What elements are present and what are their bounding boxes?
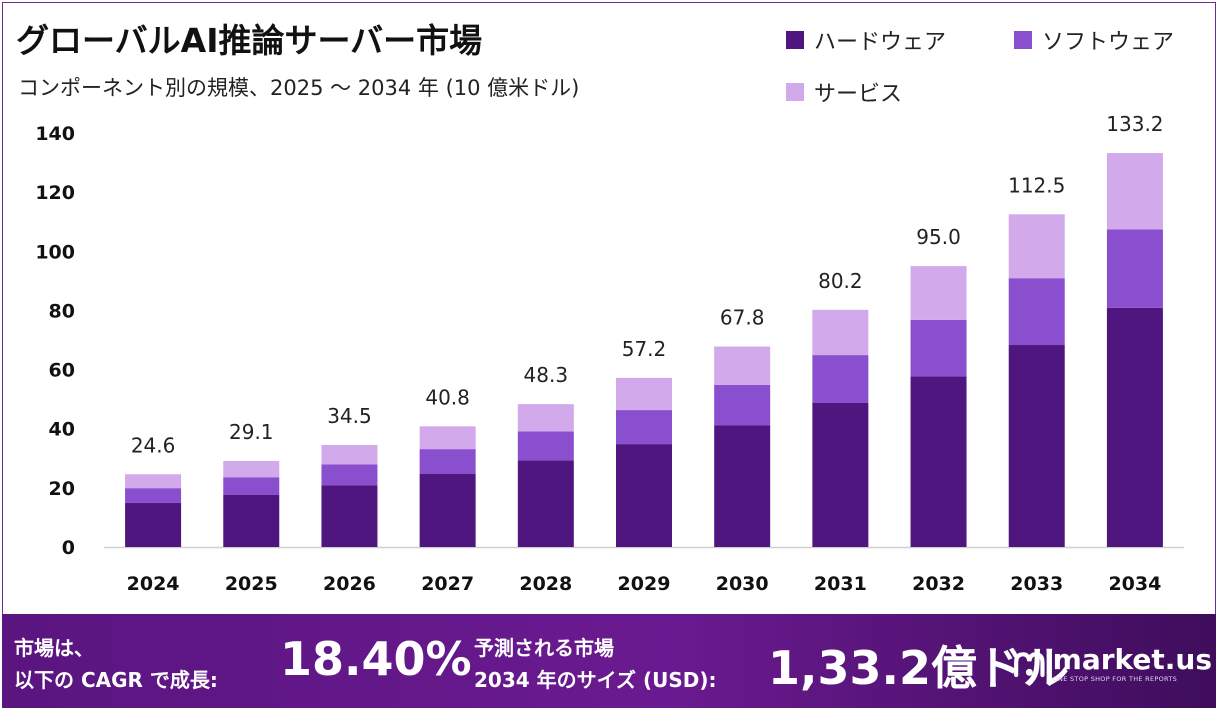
x-tick-label: 2028 (519, 573, 572, 595)
bar-segment-hardware (517, 460, 574, 547)
y-tick-label: 80 (49, 300, 75, 322)
bar-total-label: 133.2 (1106, 112, 1163, 136)
footer-market-line2: 以下の CAGR で成長: (14, 668, 218, 692)
bar-segment-hardware (125, 502, 182, 547)
x-tick-label: 2033 (1010, 573, 1063, 595)
legend-label-services: サービス (814, 82, 903, 107)
legend-item-hardware: ハードウェア (786, 24, 946, 56)
x-tick-label: 2030 (716, 573, 769, 595)
bar-total-label: 48.3 (524, 363, 569, 387)
bar-segment-software (812, 355, 869, 403)
footer-forecast-line1: 予測される市場 (474, 636, 614, 660)
bar-segment-hardware (812, 402, 869, 547)
brand-tagline: ONE STOP SHOP FOR THE REPORTS (1052, 675, 1178, 683)
market-size-value: 1,33.2億ドル (768, 641, 1069, 695)
x-tick-label: 2024 (127, 573, 180, 595)
y-tick-label: 0 (62, 537, 75, 559)
bar-segment-services (616, 377, 672, 411)
bar-segment-services (419, 426, 476, 450)
footer-market-line1: 市場は、 (14, 636, 94, 660)
y-tick-label: 60 (49, 360, 75, 382)
bar-segment-hardware (1106, 307, 1163, 547)
footer-banner: 市場は、 以下の CAGR で成長: 18.40% 予測される市場 2034 年… (2, 614, 1216, 708)
bar-total-label: 57.2 (622, 337, 667, 361)
bar-segment-software (419, 449, 476, 474)
bar-segment-software (910, 319, 967, 377)
bar-segment-services (1106, 153, 1163, 230)
bar-total-label: 40.8 (425, 385, 470, 409)
bar-segment-services (321, 444, 378, 465)
bar-segment-software (1106, 229, 1163, 308)
legend-item-software: ソフトウェア (1014, 24, 1174, 56)
x-tick-label: 2025 (225, 573, 278, 595)
bar-segment-services (1008, 214, 1065, 279)
bar-segment-hardware (321, 485, 378, 547)
bar-total-label: 67.8 (720, 306, 765, 330)
legend-swatch-services (786, 83, 804, 101)
bar-segment-software (321, 464, 378, 486)
x-tick-label: 2027 (421, 573, 474, 595)
bar-segment-services (714, 346, 771, 385)
brand-name: market.us (1052, 643, 1212, 676)
bar-total-label: 112.5 (1008, 173, 1065, 197)
y-tick-label: 20 (49, 478, 75, 500)
x-tick-label: 2026 (323, 573, 376, 595)
bar-total-label: 95.0 (916, 225, 961, 249)
bar-segment-services (517, 404, 574, 432)
bar-segment-services (125, 474, 182, 489)
bar-segment-hardware (419, 473, 476, 547)
brand-logo: market.us ONE STOP SHOP FOR THE REPORTS (1012, 634, 1212, 694)
legend-label-software: ソフトウェア (1042, 30, 1175, 55)
x-tick-label: 2034 (1108, 573, 1161, 595)
bar-segment-hardware (223, 494, 280, 547)
chart-subtitle: コンポーネント別の規模、2025 〜 2034 年 (10 億米ドル) (18, 76, 580, 100)
y-tick-label: 120 (35, 182, 75, 204)
y-tick-label: 40 (49, 419, 75, 441)
bar-segment-services (223, 460, 280, 478)
y-tick-label: 100 (35, 241, 75, 263)
bar-segment-software (1008, 278, 1065, 346)
bar-segment-software (616, 410, 672, 445)
bar-segment-services (910, 266, 967, 320)
bar-total-label: 80.2 (818, 269, 863, 293)
market-us-logo-icon (1014, 652, 1045, 678)
bar-segment-services (812, 309, 869, 356)
x-tick-label: 2031 (814, 573, 867, 595)
legend-item-services: サービス (786, 76, 902, 108)
bar-total-label: 34.5 (327, 404, 372, 428)
x-tick-label: 2032 (912, 573, 965, 595)
legend-swatch-hardware (786, 31, 804, 49)
footer-forecast-line2: 2034 年のサイズ (USD): (474, 668, 717, 692)
chart-title: グローバルAI推論サーバー市場 (16, 21, 483, 60)
x-tick-label: 2029 (618, 573, 671, 595)
bar-segment-hardware (714, 425, 771, 547)
bar-segment-hardware (616, 444, 672, 547)
bar-total-label: 24.6 (131, 433, 176, 457)
bar-segment-software (517, 431, 574, 461)
bar-segment-hardware (1008, 345, 1065, 547)
legend-label-hardware: ハードウェア (814, 30, 947, 55)
bar-segment-software (714, 384, 771, 426)
cagr-value: 18.40% (280, 632, 472, 686)
bar-segment-software (223, 477, 280, 495)
bar-chart: 0 20 40 60 80 100 120 140 24.6 2024 29.1 2025 34.5 20… (35, 112, 1184, 595)
bar-segment-software (125, 488, 182, 503)
bar-segment-hardware (910, 376, 967, 547)
y-tick-label: 140 (35, 123, 75, 145)
bar-total-label: 29.1 (229, 420, 274, 444)
legend-swatch-software (1014, 31, 1032, 49)
